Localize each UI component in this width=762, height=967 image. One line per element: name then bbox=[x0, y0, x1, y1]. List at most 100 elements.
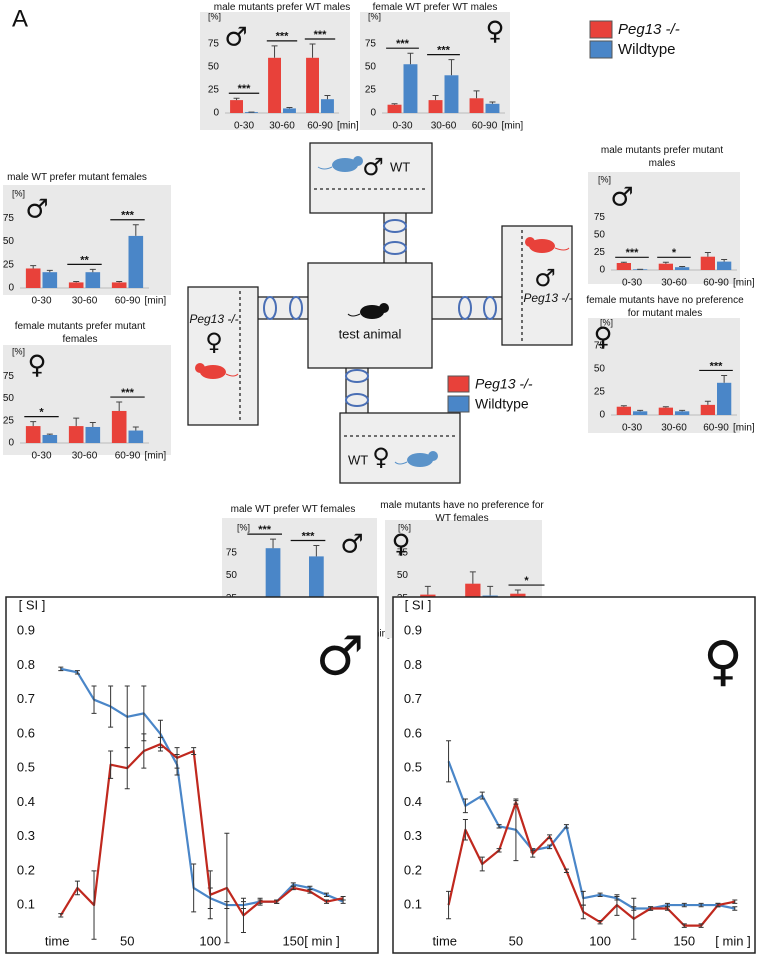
error-bar bbox=[679, 409, 686, 412]
ring bbox=[383, 219, 407, 233]
bar bbox=[42, 434, 58, 443]
bar bbox=[469, 98, 484, 113]
chamber-label: WT bbox=[348, 452, 368, 467]
error-bar bbox=[446, 890, 452, 920]
error-bar bbox=[224, 832, 230, 944]
error-bar bbox=[309, 43, 316, 58]
error-bar bbox=[620, 405, 627, 407]
y-tick-label: 25 bbox=[3, 415, 15, 426]
significance-label: *** bbox=[276, 31, 290, 43]
bar bbox=[658, 263, 673, 270]
sex-symbol: ♂ bbox=[610, 183, 633, 213]
sex-symbol: ♀ bbox=[593, 323, 612, 353]
legend-swatch bbox=[589, 20, 613, 39]
error-bar bbox=[513, 798, 519, 862]
x-tick-label: 50 bbox=[509, 933, 523, 948]
error-bar bbox=[721, 259, 728, 262]
error-bar bbox=[732, 906, 738, 911]
error-bar bbox=[141, 733, 147, 769]
error-bar bbox=[257, 897, 263, 906]
x-tick-label: time bbox=[45, 933, 70, 948]
error-bar bbox=[679, 266, 686, 268]
y-axis-label: [%] bbox=[12, 346, 25, 356]
center-label: test animal bbox=[339, 326, 402, 341]
bar bbox=[306, 57, 319, 113]
series-line bbox=[447, 760, 736, 910]
ring bbox=[263, 296, 277, 320]
error-bar bbox=[74, 880, 80, 896]
error-bar bbox=[563, 868, 569, 874]
chamber-label: WT bbox=[390, 159, 410, 174]
chamber bbox=[187, 286, 259, 426]
x-tick-label: 60-90 bbox=[115, 296, 141, 307]
legend-label: Wildtype bbox=[475, 396, 529, 412]
error-bar bbox=[58, 666, 64, 672]
error-bar bbox=[233, 97, 240, 101]
error-bar bbox=[446, 740, 452, 783]
y-axis-label: [%] bbox=[600, 317, 613, 327]
error-bar bbox=[240, 897, 246, 933]
ring bbox=[345, 369, 369, 383]
bar bbox=[403, 64, 418, 113]
series-line bbox=[59, 743, 344, 917]
plot-frame bbox=[392, 596, 756, 954]
x-tick-label: 0-30 bbox=[622, 423, 642, 434]
bar bbox=[700, 256, 715, 270]
x-tick-label: 150 bbox=[282, 933, 304, 948]
x-tick-label: 30-60 bbox=[72, 451, 98, 462]
error-bar bbox=[681, 923, 687, 928]
y-axis-label: [%] bbox=[237, 522, 250, 532]
bar bbox=[675, 411, 690, 415]
chamber bbox=[339, 412, 461, 484]
bar bbox=[283, 108, 296, 113]
bar bbox=[658, 407, 673, 415]
y-axis-label: [ SI ] bbox=[19, 597, 46, 612]
error-bar bbox=[479, 856, 485, 872]
sex-symbol: ♀ bbox=[372, 443, 390, 471]
error-bar bbox=[274, 899, 280, 904]
y-tick-label: 0 bbox=[599, 265, 605, 276]
y-tick-label: 0.8 bbox=[404, 657, 422, 672]
chart-title: female mutants prefer mutant females bbox=[14, 321, 146, 345]
error-bar bbox=[721, 374, 728, 383]
bar bbox=[321, 99, 334, 113]
sex-symbol: ♀ bbox=[391, 530, 410, 560]
chart-title: male mutants prefer WT males bbox=[213, 2, 351, 13]
error-bar bbox=[432, 95, 439, 101]
bar bbox=[700, 404, 715, 415]
y-tick-label: 0.1 bbox=[404, 897, 422, 912]
x-axis-label: [ min ] bbox=[304, 933, 339, 948]
error-bar bbox=[271, 45, 278, 58]
error-bar bbox=[89, 422, 96, 427]
y-tick-label: 25 bbox=[208, 85, 220, 96]
significance-label: *** bbox=[258, 524, 272, 536]
y-tick-label: 0 bbox=[599, 410, 605, 421]
error-bar bbox=[662, 406, 669, 408]
x-tick-label: 150 bbox=[673, 933, 695, 948]
chart-title: female WT prefer WT males bbox=[372, 2, 498, 13]
mouse-icon bbox=[195, 363, 239, 379]
error-bar bbox=[424, 585, 431, 595]
sex-symbol: ♀ bbox=[205, 328, 223, 356]
y-tick-label: 75 bbox=[3, 371, 15, 382]
error-bar bbox=[469, 571, 476, 584]
y-tick-label: 0.2 bbox=[17, 862, 35, 877]
x-tick-label: 60-90 bbox=[115, 451, 141, 462]
significance-label: * bbox=[524, 575, 529, 587]
x-tick-label: 60-90 bbox=[472, 121, 498, 132]
error-bar bbox=[662, 261, 669, 264]
legend-label: Peg13 -/- bbox=[475, 376, 533, 392]
error-bar bbox=[479, 791, 485, 800]
significance-label: *** bbox=[121, 210, 135, 222]
x-tick-label: 0-30 bbox=[234, 121, 254, 132]
y-tick-label: 50 bbox=[594, 230, 606, 241]
bar bbox=[387, 104, 402, 113]
legend-swatch bbox=[447, 375, 470, 393]
y-tick-label: 0.5 bbox=[17, 760, 35, 775]
y-tick-label: 0.9 bbox=[404, 623, 422, 638]
y-tick-label: 25 bbox=[3, 259, 15, 270]
error-bar bbox=[91, 870, 97, 940]
y-axis-label: [%] bbox=[12, 188, 25, 198]
chart-title: male WT prefer mutant females bbox=[7, 172, 147, 183]
